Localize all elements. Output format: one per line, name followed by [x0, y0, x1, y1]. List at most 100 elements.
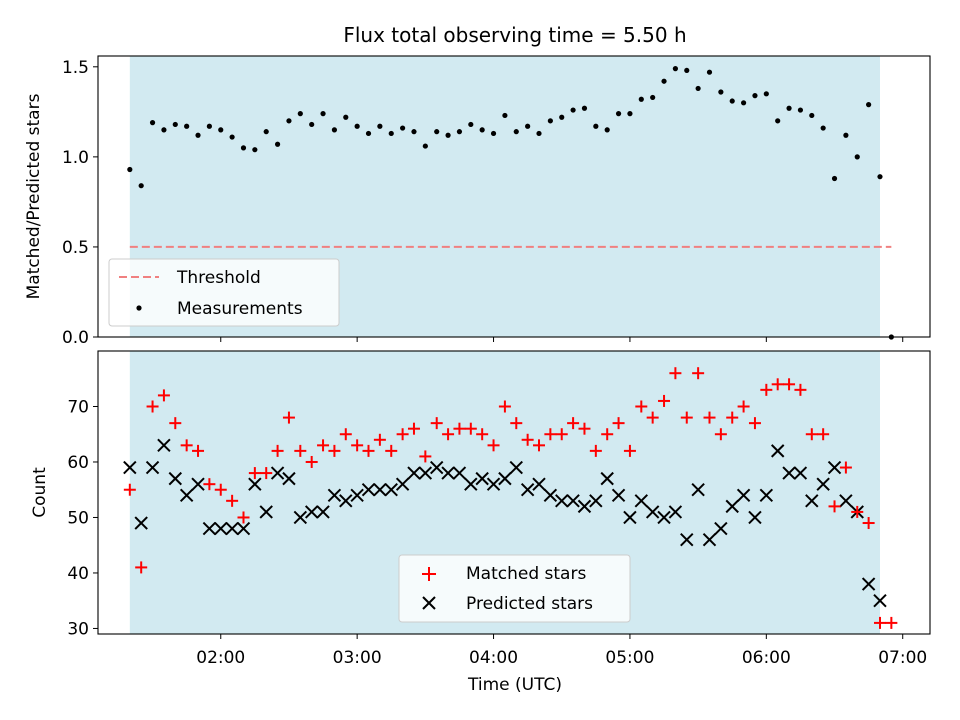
bottom-panel: 30 40 50 60 70 02:00 03:00 04:00 05:00 06:00 07:00… [30, 350, 931, 695]
matched-star-point [317, 439, 330, 452]
predicted-star-point [157, 438, 171, 453]
predicted-star-point [350, 488, 364, 502]
measurement-point [593, 123, 599, 129]
bottom-y-tick-label: 50 [67, 508, 89, 528]
measurement-point [752, 93, 758, 99]
legend-predicted-label: Predicted stars [466, 594, 593, 614]
matched-star-point [851, 505, 864, 518]
matched-star-point [783, 378, 796, 391]
predicted-star-point [736, 488, 751, 502]
measurement-point [354, 123, 360, 129]
measurement-point [718, 89, 724, 95]
matched-star-point [351, 439, 364, 452]
predicted-star-point [430, 460, 444, 475]
measurement-point [706, 69, 713, 75]
predicted-star-point [770, 444, 785, 458]
top-y-tick-label: 0.0 [62, 328, 89, 348]
measurement-point [240, 145, 247, 151]
matched-star-point [407, 422, 420, 435]
matched-star-point [828, 500, 841, 513]
predicted-star-point [373, 483, 387, 497]
measurement-point [218, 127, 224, 133]
bottom-y-tick-label: 30 [67, 619, 89, 639]
measurement-points [127, 66, 894, 340]
measurement-point [684, 67, 690, 74]
matched-star-point [771, 378, 784, 391]
matched-star-point [146, 400, 159, 413]
x-tick-label: 02:00 [196, 648, 245, 668]
legend-measurement-label: Measurements [177, 299, 303, 319]
predicted-star-point [248, 477, 262, 491]
measurement-point [138, 183, 144, 189]
bottom-legend-box [398, 554, 631, 623]
predicted-star-point [486, 477, 501, 491]
predicted-star-point [191, 477, 205, 491]
matched-star-point [282, 411, 295, 424]
matched-star-point [430, 417, 443, 430]
matched-star-point [862, 517, 875, 530]
predicted-star-point [282, 471, 296, 486]
predicted-star-point [407, 466, 421, 480]
x-tick-label: 03:00 [333, 648, 382, 668]
top-legend-box [108, 258, 340, 327]
predicted-star-point [714, 521, 728, 536]
predicted-star-point [611, 488, 626, 502]
matched-star-point [658, 394, 671, 407]
predicted-star-point [270, 466, 285, 480]
predicted-star-point [577, 499, 592, 514]
measurement-point [445, 132, 451, 138]
measurement-point [286, 118, 292, 124]
predicted-star-point [134, 516, 148, 530]
top-plot-frame [97, 55, 931, 338]
predicted-star-point [805, 494, 819, 508]
measurement-point [729, 98, 735, 104]
measurement-point [365, 130, 372, 137]
matched-star-point [237, 511, 250, 524]
measurement-point [274, 141, 281, 147]
measurement-point [775, 118, 781, 124]
top-legend: Threshold Measurements [108, 258, 340, 327]
measurement-point [843, 132, 849, 138]
predicted-star-point [452, 466, 467, 480]
predicted-star-point [691, 483, 705, 497]
predicted-star-point [361, 483, 376, 497]
matched-star-point [885, 616, 898, 629]
predicted-star-point [839, 494, 853, 508]
matched-star-point [589, 444, 602, 457]
matched-star-point [533, 439, 546, 452]
measurement-point [547, 118, 553, 124]
matched-star-point [396, 428, 409, 441]
matched-star-point [180, 439, 193, 452]
bottom-plot-frame [97, 350, 931, 635]
predicted-star-point [589, 494, 603, 508]
matched-star-point [839, 461, 852, 474]
measurement-point [797, 107, 804, 113]
matched-star-point [260, 467, 273, 480]
legend-predicted-swatch [422, 596, 436, 610]
matched-star-point [737, 400, 750, 413]
matched-star-point [123, 483, 136, 496]
measurement-point [411, 129, 417, 135]
measurement-point [695, 85, 701, 92]
matched-star-point [544, 428, 557, 441]
x-tick-label: 07:00 [878, 648, 927, 668]
matched-star-point [601, 428, 614, 441]
measurement-point [377, 123, 383, 129]
measurement-point [627, 111, 633, 117]
matched-star-point [442, 428, 455, 441]
predicted-star-point [816, 477, 830, 491]
matched-star-point [192, 444, 205, 457]
matched-star-point [419, 450, 432, 463]
measurement-point [456, 129, 463, 135]
matched-star-point [567, 417, 580, 430]
predicted-star-point [202, 521, 217, 536]
predicted-star-point [543, 488, 558, 502]
bottom-y-axis-label: Count [30, 467, 50, 518]
matched-star-point [692, 367, 705, 380]
predicted-star-point [145, 460, 160, 475]
matched-star-point [157, 389, 170, 402]
measurement-point [434, 129, 440, 135]
bottom-legend: Matched stars Predicted stars [398, 554, 631, 623]
x-tick-label: 06:00 [742, 648, 791, 668]
